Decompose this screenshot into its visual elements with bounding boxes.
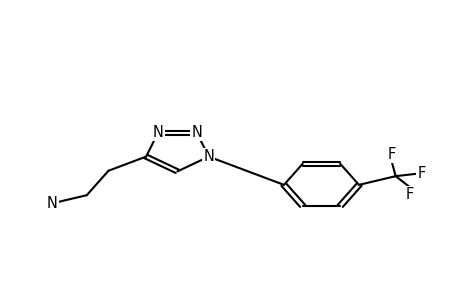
Text: N: N — [152, 125, 163, 140]
Text: N: N — [203, 149, 214, 164]
Text: N: N — [191, 125, 202, 140]
Text: F: F — [405, 187, 413, 202]
Text: N: N — [46, 196, 57, 211]
Text: F: F — [416, 166, 425, 181]
Text: F: F — [387, 147, 395, 162]
